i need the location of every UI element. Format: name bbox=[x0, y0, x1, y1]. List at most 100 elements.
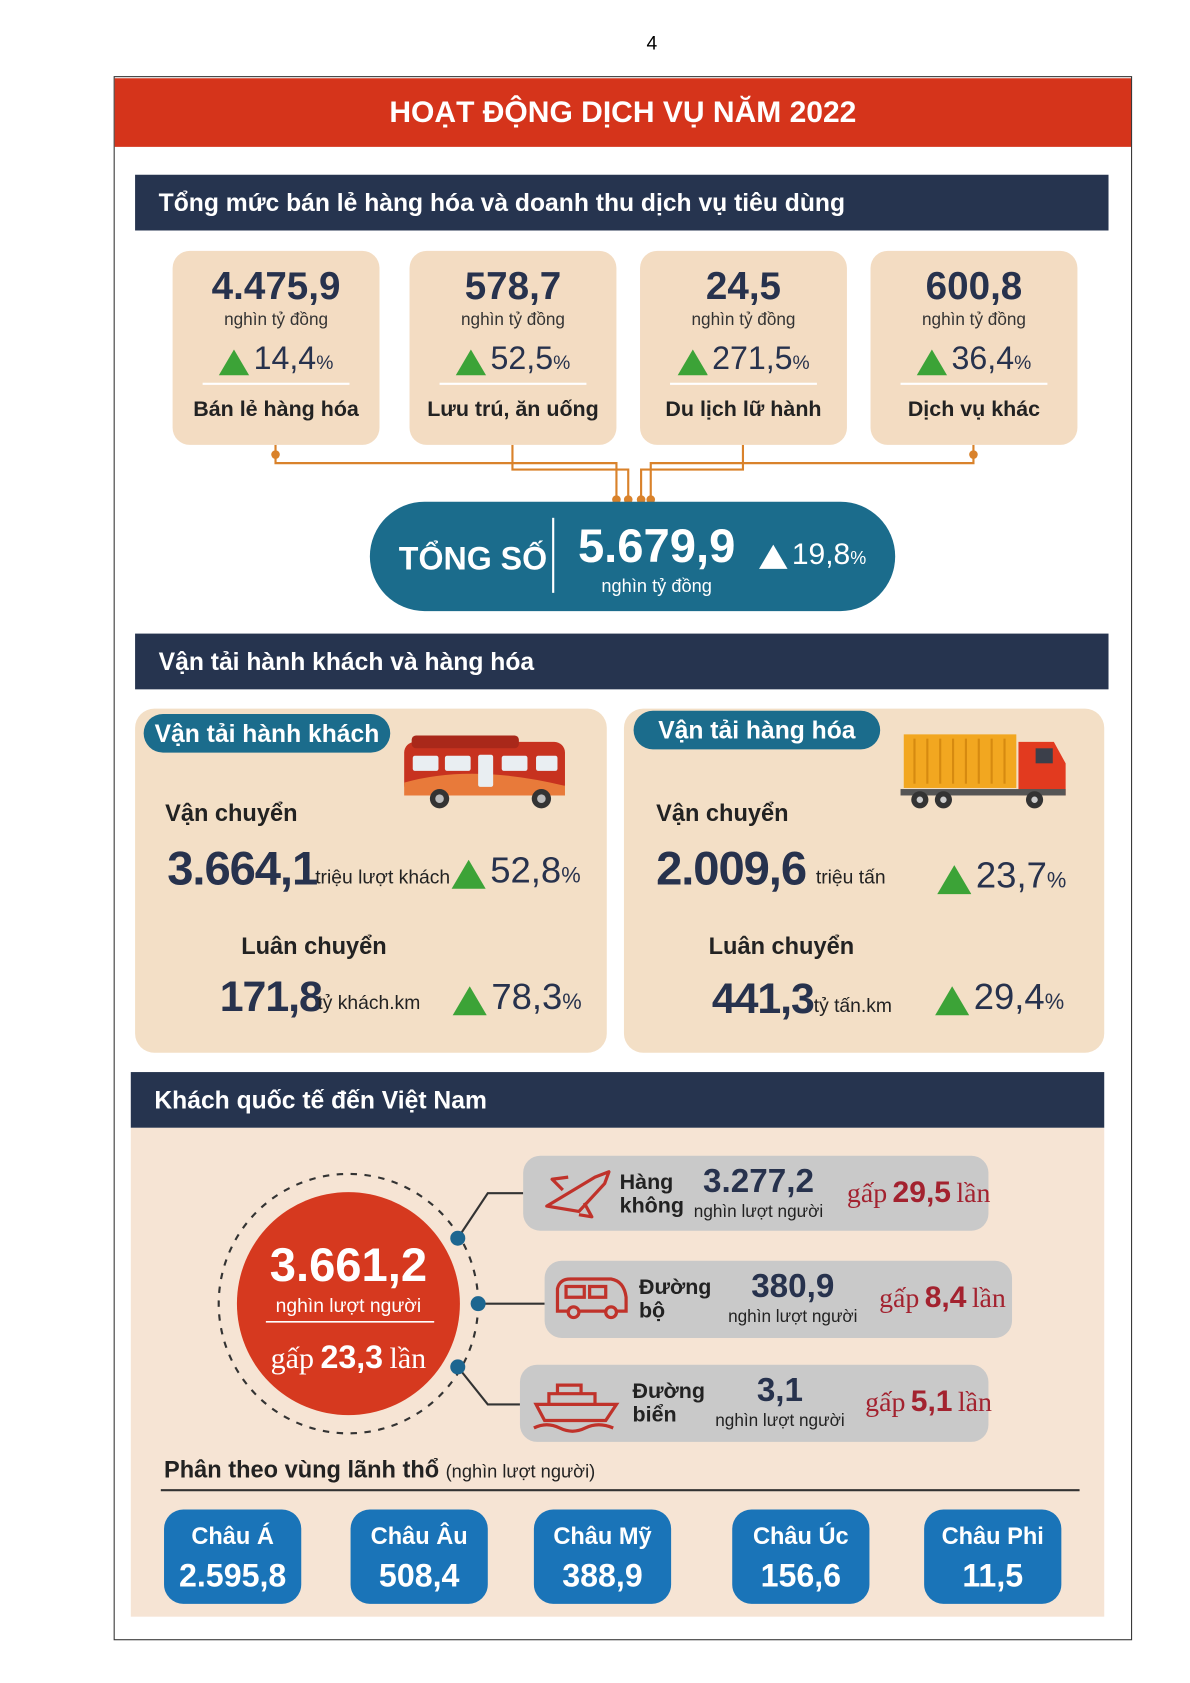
region-box: Châu Phi 11,5 bbox=[924, 1509, 1062, 1604]
growth: 78,3% bbox=[452, 976, 582, 1018]
mode-unit: nghìn lượt người bbox=[728, 1307, 858, 1327]
card-value: 600,8 bbox=[925, 263, 1023, 308]
frame bbox=[113, 76, 1133, 1641]
row-value: 441,3 bbox=[711, 975, 815, 1023]
region-value: 388,9 bbox=[562, 1558, 643, 1595]
mode-times: gấp 5,1 lần bbox=[865, 1384, 992, 1418]
card-value: 4.475,9 bbox=[211, 263, 341, 308]
retail-card: 578,7 nghìn tỷ đồng 52,5% Lưu trú, ăn uống bbox=[409, 250, 617, 445]
row-label: Luân chuyển bbox=[241, 932, 387, 960]
divider bbox=[552, 517, 555, 593]
growth-value: 29,4 bbox=[973, 976, 1045, 1018]
region-value: 11,5 bbox=[962, 1558, 1024, 1595]
region-box: Châu Úc 156,6 bbox=[732, 1509, 870, 1604]
separator bbox=[202, 382, 350, 385]
visitors-total-times: gấp 23,3 lần bbox=[238, 1340, 459, 1376]
row-unit: triệu tấn bbox=[815, 866, 886, 888]
suffix: lần bbox=[957, 1386, 992, 1418]
retail-card: 4.475,9 nghìn tỷ đồng 14,4% Bán lẻ hàng hóa bbox=[172, 250, 380, 445]
growth: 14,4% bbox=[173, 340, 380, 377]
total-pill bbox=[369, 501, 896, 612]
panel-title: Vận tải hàng hóa bbox=[633, 710, 881, 750]
growth: 52,5% bbox=[410, 340, 617, 377]
region-value: 508,4 bbox=[378, 1558, 460, 1595]
row-label: Vận chuyển bbox=[165, 799, 298, 827]
header-title: HOẠT ĐỘNG DỊCH VỤ NĂM 2022 bbox=[114, 78, 1132, 147]
mode-value: 3.277,2 bbox=[703, 1162, 814, 1200]
page-number: 4 bbox=[646, 32, 658, 54]
card-label: Dịch vụ khác bbox=[907, 397, 1041, 422]
retail-card: 600,8 nghìn tỷ đồng 36,4% Dịch vụ khác bbox=[870, 250, 1078, 445]
card-label: Bán lẻ hàng hóa bbox=[193, 397, 359, 422]
visitors-total-unit: nghìn lượt người bbox=[275, 1295, 422, 1317]
card-unit: nghìn tỷ đồng bbox=[691, 310, 796, 330]
row-label: Luân chuyển bbox=[708, 932, 855, 960]
card-value: 578,7 bbox=[464, 263, 562, 308]
row-unit: triệu lượt khách bbox=[315, 866, 451, 888]
region-name: Châu Úc bbox=[752, 1522, 849, 1550]
card-label: Lưu trú, ăn uống bbox=[427, 397, 599, 422]
growth-value: 19,8 bbox=[791, 537, 851, 571]
section-title: Vận tải hành khách và hàng hóa bbox=[135, 633, 1109, 690]
region-name: Châu Phi bbox=[941, 1522, 1044, 1550]
card-label: Du lịch lữ hành bbox=[665, 397, 822, 422]
region-name: Châu Âu bbox=[370, 1522, 468, 1550]
growth: 271,5% bbox=[640, 340, 847, 377]
row-value: 3.664,1 bbox=[167, 842, 318, 896]
regions-heading: Phân theo vùng lãnh thổ (nghìn lượt người… bbox=[164, 1456, 595, 1484]
row-unit: tỷ tấn.km bbox=[813, 994, 892, 1017]
growth-value: 23,7 bbox=[975, 855, 1047, 897]
times: 8,4 bbox=[924, 1280, 967, 1314]
growth-unit: % bbox=[1044, 990, 1065, 1014]
row-value: 2.009,6 bbox=[656, 842, 807, 896]
row-value: 171,8 bbox=[219, 973, 323, 1021]
up-arrow bbox=[916, 349, 948, 376]
up-arrow bbox=[936, 864, 972, 895]
separator bbox=[670, 382, 817, 385]
region-name: Châu Mỹ bbox=[553, 1522, 652, 1550]
growth-value: 52,8 bbox=[490, 850, 562, 891]
growth-value: 14,4 bbox=[253, 340, 317, 377]
suffix: lần bbox=[956, 1177, 991, 1209]
row-label: Vận chuyển bbox=[656, 799, 789, 827]
up-arrow bbox=[452, 985, 488, 1016]
prefix: gấp bbox=[846, 1177, 888, 1209]
growth-value: 271,5 bbox=[712, 340, 793, 377]
separator bbox=[900, 382, 1048, 385]
total-value: 5.679,9 bbox=[577, 519, 736, 573]
growth-value: 36,4 bbox=[951, 340, 1015, 377]
suffix: lần bbox=[971, 1282, 1006, 1314]
up-arrow bbox=[759, 545, 788, 570]
up-arrow bbox=[218, 349, 250, 376]
growth-unit: % bbox=[1014, 352, 1032, 374]
up-arrow bbox=[455, 349, 487, 376]
total-unit: nghìn tỷ đồng bbox=[601, 575, 712, 597]
up-arrow bbox=[934, 985, 970, 1016]
growth-unit: % bbox=[316, 352, 334, 374]
region-box: Châu Âu 508,4 bbox=[350, 1509, 488, 1604]
card-unit: nghìn tỷ đồng bbox=[224, 310, 329, 330]
growth-value: 78,3 bbox=[491, 976, 563, 1018]
growth: 36,4% bbox=[871, 340, 1078, 377]
region-value: 2.595,8 bbox=[178, 1558, 287, 1595]
panel-title: Vận tải hành khách bbox=[143, 713, 391, 753]
growth: 29,4% bbox=[934, 976, 1065, 1018]
mode-value: 3,1 bbox=[756, 1371, 804, 1409]
mode-label: Đường biển bbox=[632, 1379, 705, 1427]
mode-unit: nghìn lượt người bbox=[693, 1202, 824, 1222]
times: 5,1 bbox=[910, 1384, 953, 1418]
prefix: gấp bbox=[270, 1342, 315, 1376]
regions-unit: (nghìn lượt người) bbox=[445, 1461, 596, 1482]
card-unit: nghìn tỷ đồng bbox=[921, 310, 1026, 330]
visitors-total-value: 3.661,2 bbox=[269, 1239, 428, 1292]
region-box: Châu Á 2.595,8 bbox=[164, 1509, 302, 1604]
growth-unit: % bbox=[553, 352, 571, 374]
growth-unit: % bbox=[850, 547, 867, 569]
growth-value: 52,5 bbox=[490, 340, 554, 377]
mode-times: gấp 8,4 lần bbox=[879, 1280, 1006, 1314]
growth: 19,8% bbox=[759, 537, 867, 571]
prefix: gấp bbox=[879, 1282, 920, 1314]
mode-times: gấp 29,5 lần bbox=[847, 1175, 990, 1209]
mode-unit: nghìn lượt người bbox=[715, 1411, 845, 1431]
region-value: 156,6 bbox=[760, 1558, 842, 1595]
